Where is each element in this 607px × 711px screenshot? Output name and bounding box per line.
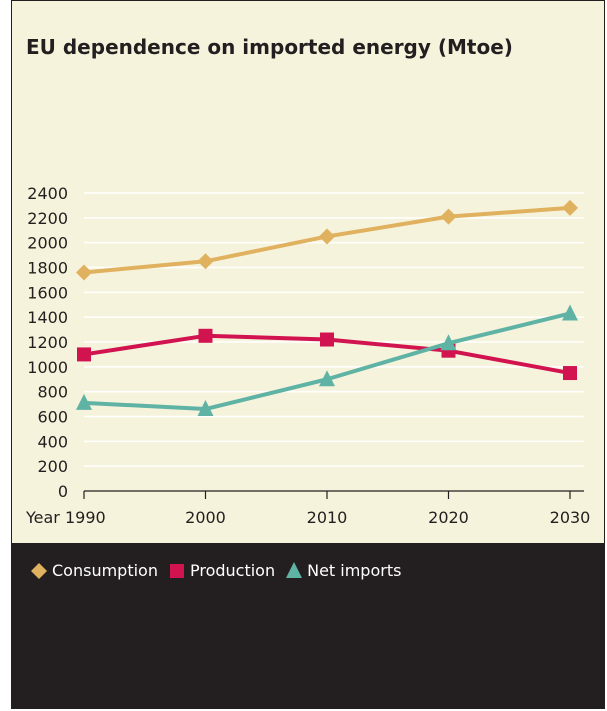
data-point-diamond [319,228,335,245]
data-point-triangle [440,334,457,351]
y-tick-label: 1000 [27,358,68,377]
series-consumption [76,199,578,281]
x-tick-label: Year 1990 [25,508,106,527]
chart-title: EU dependence on imported energy (Mtoe) [26,35,513,59]
square-icon [169,563,184,578]
x-axis: Year 1990 2000 2010 2020 2030 [25,490,591,527]
line-chart: 0 200 400 600 800 1000 1200 1400 1600 1800 2000 220… [25,184,591,527]
series-production [77,328,577,381]
triangle-icon [286,561,303,578]
x-tick-label: 2000 [185,508,226,527]
y-tick-label: 1600 [27,283,68,302]
y-tick-label: 0 [58,482,68,501]
x-tick-label: 2030 [550,508,591,527]
data-point-square [198,328,213,343]
series-net-imports [76,304,578,417]
data-point-diamond [562,199,578,216]
legend-band: Consumption Production Net imports [12,543,604,708]
legend-label: Production [189,561,276,580]
y-tick-label: 1200 [27,333,68,352]
legend: Consumption Production Net imports [30,561,411,580]
y-axis: 0 200 400 600 800 1000 1200 1400 1600 1800 2000 220… [27,184,68,501]
legend-item-net-imports: Net imports [285,561,401,580]
data-point-square [320,332,334,347]
x-tick-label: 2020 [428,508,469,527]
y-tick-label: 400 [37,432,68,451]
data-point-diamond [440,208,457,225]
data-point-square [169,563,184,578]
data-point-square [77,347,91,362]
data-point-triangle [286,561,303,578]
y-tick-label: 2200 [27,209,68,228]
legend-item-consumption: Consumption [30,561,158,580]
y-tick-label: 200 [37,457,68,476]
data-point-diamond [197,253,214,270]
data-point-triangle [562,304,578,321]
y-tick-label: 800 [37,383,68,402]
data-point-diamond [31,562,47,579]
gridlines [84,192,584,467]
y-tick-label: 600 [37,408,68,427]
y-tick-label: 2400 [27,184,68,203]
series-group [76,199,578,417]
chart-frame: EU dependence on imported energy (Mtoe) … [11,0,605,709]
data-point-triangle [197,400,214,417]
data-point-triangle [76,393,92,410]
data-point-triangle [319,370,335,387]
y-tick-label: 1800 [27,259,68,278]
legend-label: Consumption [52,561,158,580]
legend-label: Net imports [307,561,402,580]
x-tick-label: 2010 [307,508,348,527]
diamond-icon [31,562,47,579]
y-tick-label: 2000 [27,234,68,253]
data-point-diamond [76,264,92,281]
legend-item-production: Production [168,561,275,580]
y-tick-label: 1400 [27,308,68,327]
data-point-square [563,366,577,381]
